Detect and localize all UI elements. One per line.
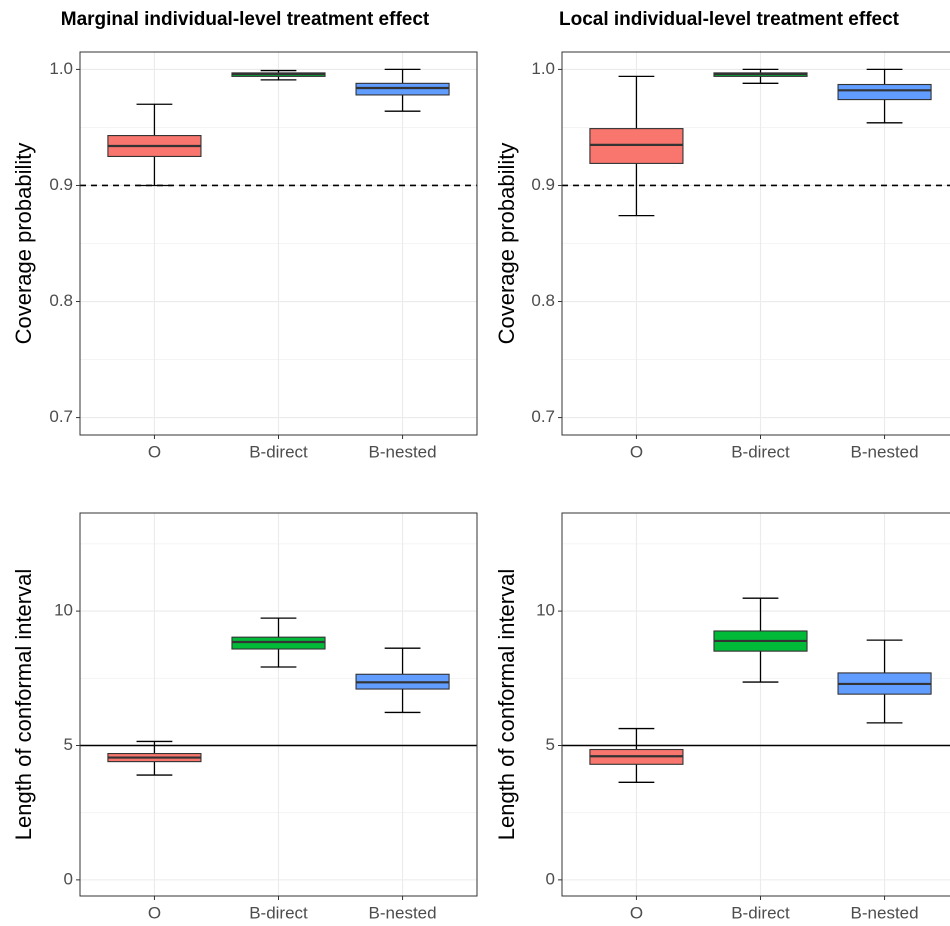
x-tick-label: O xyxy=(630,903,643,922)
y-axis-label: Length of conformal interval xyxy=(494,569,519,841)
y-axis-label: Length of conformal interval xyxy=(11,569,36,841)
panel-border xyxy=(79,512,478,897)
x-tick-label: O xyxy=(148,442,161,461)
x-tick-label: B-nested xyxy=(851,442,919,461)
panel-title: Local individual-level treatment effect xyxy=(559,9,900,30)
y-axis-label: Coverage probability xyxy=(11,143,36,345)
box xyxy=(589,128,684,164)
panel-title: Marginal individual-level treatment effe… xyxy=(61,9,430,30)
y-tick-label: 0.8 xyxy=(531,291,555,310)
box xyxy=(837,83,932,101)
y-tick-label: 0.9 xyxy=(531,175,555,194)
y-tick-label: 0.7 xyxy=(531,407,555,426)
x-tick-label: B-nested xyxy=(369,442,437,461)
x-tick-label: O xyxy=(630,442,643,461)
y-tick-label: 5 xyxy=(546,735,555,754)
y-tick-label: 1.0 xyxy=(531,59,555,78)
panel-border xyxy=(79,51,478,436)
y-tick-label: 10 xyxy=(54,601,73,620)
panel-background xyxy=(562,513,950,896)
y-axis-label: Coverage probability xyxy=(494,143,519,345)
x-tick-label: B-direct xyxy=(249,903,308,922)
y-tick-label: 5 xyxy=(64,735,73,754)
y-tick-label: 0.7 xyxy=(49,407,73,426)
y-tick-label: 0.8 xyxy=(49,291,73,310)
y-tick-label: 0 xyxy=(546,869,555,888)
x-tick-label: B-direct xyxy=(249,442,308,461)
x-tick-label: B-nested xyxy=(369,903,437,922)
x-tick-label: B-nested xyxy=(851,903,919,922)
y-tick-label: 0 xyxy=(64,869,73,888)
x-tick-label: O xyxy=(148,903,161,922)
panel-border xyxy=(561,512,950,897)
panel-border xyxy=(561,51,950,436)
y-tick-label: 0.9 xyxy=(49,175,73,194)
y-tick-label: 10 xyxy=(536,601,555,620)
x-tick-label: B-direct xyxy=(731,442,790,461)
y-tick-label: 1.0 xyxy=(49,59,73,78)
x-tick-label: B-direct xyxy=(731,903,790,922)
box xyxy=(355,82,450,96)
